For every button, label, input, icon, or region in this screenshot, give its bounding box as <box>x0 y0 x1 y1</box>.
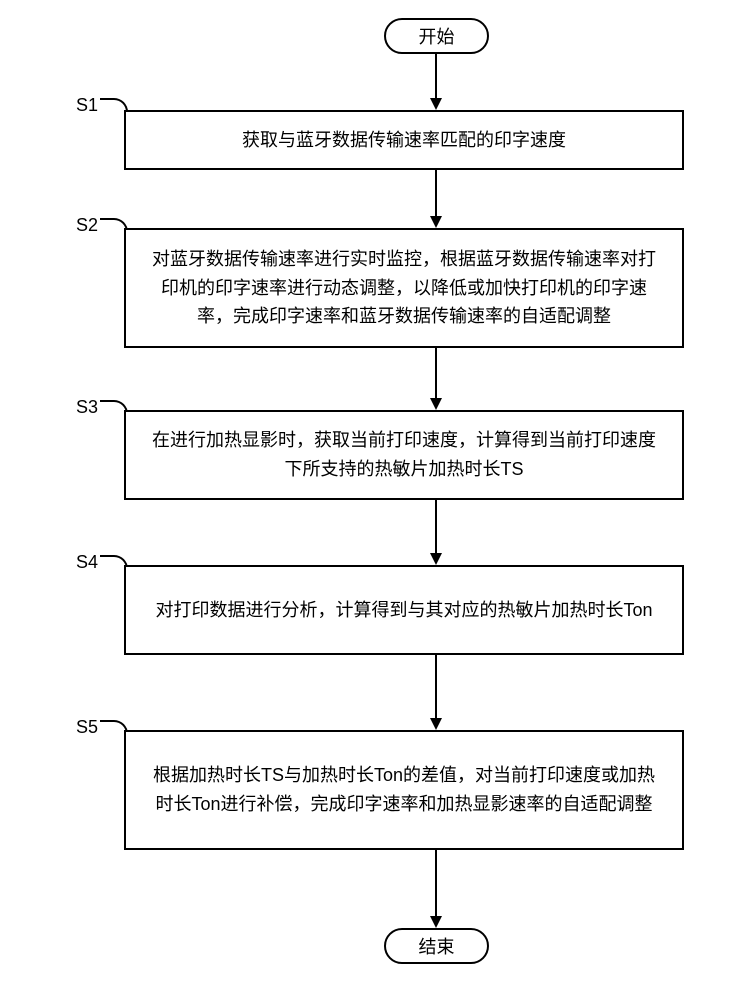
arrow-6-head <box>430 916 442 928</box>
s2-node: 对蓝牙数据传输速率进行实时监控，根据蓝牙数据传输速率对打印机的印字速率进行动态调… <box>124 228 684 348</box>
s1-step-label: S1 <box>76 95 98 116</box>
s3-text: 在进行加热显影时，获取当前打印速度，计算得到当前打印速度下所支持的热敏片加热时长… <box>146 426 662 484</box>
end-label: 结束 <box>419 933 455 959</box>
arrow-1 <box>435 54 437 98</box>
arrow-5-head <box>430 718 442 730</box>
s4-step-label: S4 <box>76 552 98 573</box>
s1-node: 获取与蓝牙数据传输速率匹配的印字速度 <box>124 110 684 170</box>
arrow-3 <box>435 348 437 398</box>
s2-step-label: S2 <box>76 215 98 236</box>
arrow-3-head <box>430 398 442 410</box>
s3-step-label: S3 <box>76 397 98 418</box>
start-node: 开始 <box>384 18 489 54</box>
start-label: 开始 <box>419 23 455 49</box>
flowchart-container: 开始 S1 获取与蓝牙数据传输速率匹配的印字速度 S2 对蓝牙数据传输速率进行实… <box>0 0 735 1000</box>
s4-node: 对打印数据进行分析，计算得到与其对应的热敏片加热时长Ton <box>124 565 684 655</box>
arrow-2 <box>435 170 437 216</box>
s4-text: 对打印数据进行分析，计算得到与其对应的热敏片加热时长Ton <box>155 596 652 625</box>
s5-node: 根据加热时长TS与加热时长Ton的差值，对当前打印速度或加热时长Ton进行补偿，… <box>124 730 684 850</box>
arrow-4 <box>435 500 437 553</box>
s1-text: 获取与蓝牙数据传输速率匹配的印字速度 <box>242 126 566 155</box>
s5-step-label: S5 <box>76 717 98 738</box>
arrow-2-head <box>430 216 442 228</box>
end-node: 结束 <box>384 928 489 964</box>
arrow-1-head <box>430 98 442 110</box>
arrow-5 <box>435 655 437 718</box>
s2-text: 对蓝牙数据传输速率进行实时监控，根据蓝牙数据传输速率对打印机的印字速率进行动态调… <box>146 245 662 331</box>
arrow-4-head <box>430 553 442 565</box>
s3-node: 在进行加热显影时，获取当前打印速度，计算得到当前打印速度下所支持的热敏片加热时长… <box>124 410 684 500</box>
arrow-6 <box>435 850 437 916</box>
s5-text: 根据加热时长TS与加热时长Ton的差值，对当前打印速度或加热时长Ton进行补偿，… <box>146 761 662 819</box>
